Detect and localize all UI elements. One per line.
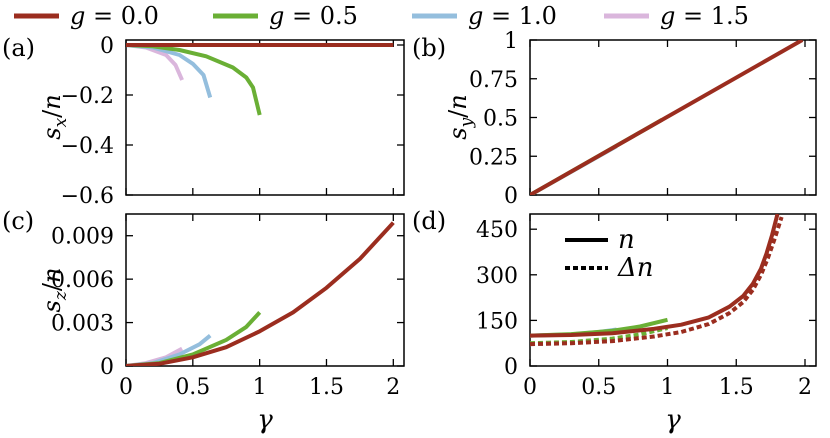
plot-frame bbox=[125, 213, 405, 367]
y-tick-label: 0.25 bbox=[469, 145, 518, 170]
x-tick-label: 1 bbox=[661, 375, 675, 400]
y-tick-label: 0.009 bbox=[51, 225, 114, 250]
panel-b: (b) 0 0.25 0.5 0.75 1 sy/n bbox=[412, 29, 817, 209]
y-axis-label: sz/n bbox=[38, 268, 71, 313]
panel-tag: (b) bbox=[412, 34, 446, 62]
series-line-0 bbox=[530, 214, 780, 338]
panel-tag: (c) bbox=[2, 207, 34, 235]
y-tick-label: 0.003 bbox=[51, 312, 114, 337]
y-tick-label: 0 bbox=[100, 34, 114, 59]
x-tick-label: 1.5 bbox=[719, 375, 754, 400]
x-tick-label: 0 bbox=[119, 375, 133, 400]
y-tick-label: 0 bbox=[504, 355, 518, 380]
panel-tag: (d) bbox=[412, 207, 446, 235]
y-tick-label: −0.4 bbox=[61, 134, 114, 159]
series-line-0 bbox=[530, 40, 804, 195]
x-tick-label: 0 bbox=[523, 375, 537, 400]
y-tick-label: 300 bbox=[476, 264, 518, 289]
plot-frame bbox=[125, 39, 405, 196]
y-tick-label: 1 bbox=[504, 29, 518, 54]
x-axis-label: γ bbox=[257, 405, 273, 435]
style-legend-label-1: Δn bbox=[617, 253, 654, 283]
y-tick-label: −0.6 bbox=[61, 184, 114, 209]
x-tick-label: 0.5 bbox=[581, 375, 616, 400]
y-axis-label: sx/n bbox=[38, 94, 71, 139]
x-tick-label: 1 bbox=[253, 375, 267, 400]
panel-c: (c) 0 0.003 0.006 0.009 0 0.5 1 1.5 2 γ sz/n bbox=[2, 207, 405, 435]
series-line-1 bbox=[530, 216, 784, 347]
y-tick-label: 0 bbox=[504, 184, 518, 209]
legend-label-3: g = 1.5 bbox=[660, 2, 749, 30]
y-tick-label: 0 bbox=[100, 355, 114, 380]
y-tick-label: 0.75 bbox=[469, 68, 518, 93]
legend-label-2: g = 1.0 bbox=[468, 2, 557, 30]
y-tick-label: −0.2 bbox=[61, 84, 114, 109]
x-tick-label: 0.5 bbox=[175, 375, 210, 400]
x-tick-label: 2 bbox=[798, 375, 812, 400]
y-tick-label: 0.5 bbox=[483, 107, 518, 132]
x-tick-label: 1.5 bbox=[309, 375, 344, 400]
series-line-0 bbox=[126, 221, 395, 366]
y-tick-label: 0.006 bbox=[51, 268, 114, 293]
y-axis-label: sy/n bbox=[444, 94, 477, 140]
legend-label-1: g = 0.5 bbox=[269, 2, 358, 30]
panel-a: (a) 0 −0.2 −0.4 −0.6 sx/n bbox=[2, 34, 405, 209]
y-tick-label: 450 bbox=[476, 218, 518, 243]
style-legend-label-0: n bbox=[618, 225, 635, 255]
legend-label-0: g = 0.0 bbox=[70, 2, 159, 30]
series-line-1 bbox=[126, 43, 262, 116]
y-tick-label: 150 bbox=[476, 309, 518, 334]
legend: g = 0.0 g = 0.5 g = 1.0 g = 1.5 bbox=[14, 2, 749, 30]
x-tick-label: 2 bbox=[386, 375, 400, 400]
plot-frame bbox=[529, 213, 817, 367]
panel-d: (d) 0 150 300 450 0 0.5 1 1.5 2 γ nΔn bbox=[412, 207, 817, 435]
panel-tag: (a) bbox=[2, 34, 35, 62]
x-axis-label: γ bbox=[665, 405, 681, 435]
